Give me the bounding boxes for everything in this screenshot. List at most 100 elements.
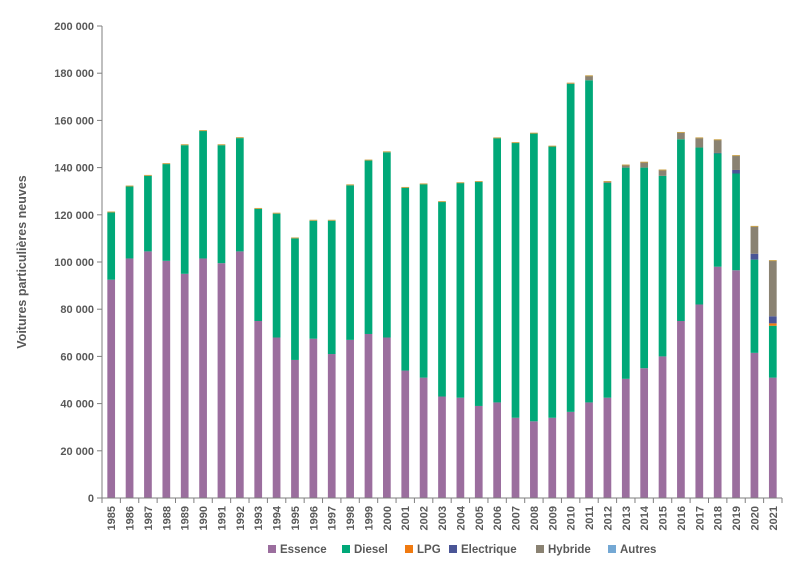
- bar-segment-top: [235, 137, 244, 139]
- bar-segment-top: [603, 181, 612, 183]
- legend: Essence Diesel LPG Electrique Hybride Autres: [268, 544, 656, 556]
- bar-segment-essence: [750, 352, 759, 498]
- bar-segment-top: [530, 132, 538, 134]
- x-tick-label: 2004: [455, 505, 467, 530]
- y-tick-label: 160 000: [54, 115, 94, 127]
- bar-segment-top: [658, 169, 667, 171]
- bar-segment-diesel: [162, 164, 171, 261]
- bar-segment-essence: [144, 251, 152, 498]
- x-tick-label: 2011: [584, 506, 596, 530]
- bar-segment-top: [419, 183, 428, 185]
- bar-segment-hybride: [695, 138, 704, 148]
- legend-label-essence: Essence: [280, 544, 327, 556]
- x-tick-label: 1991: [216, 506, 228, 530]
- bar-segment-diesel: [493, 138, 501, 403]
- bar-segment-essence: [511, 417, 520, 498]
- y-tick-label: 180 000: [54, 68, 94, 80]
- bar-segment-essence: [125, 258, 134, 498]
- bar-segment-diesel: [401, 187, 410, 371]
- legend-label-diesel: Diesel: [354, 544, 388, 556]
- bar-segment-top: [713, 139, 722, 141]
- bar-segment-hybride: [713, 139, 722, 153]
- bar-segment-hybride: [677, 132, 685, 140]
- bar-segment-diesel: [327, 220, 336, 355]
- bar-segment-essence: [272, 337, 281, 498]
- bar-segment-diesel: [438, 201, 446, 397]
- x-tick-label: 1995: [290, 506, 302, 530]
- bar-segment-essence: [291, 359, 299, 498]
- bar-segment-essence: [401, 370, 410, 498]
- bar-segment-essence: [107, 279, 116, 498]
- legend-label-hybride: Hybride: [548, 544, 591, 556]
- x-tick-label: 1996: [308, 506, 320, 530]
- x-tick-label: 2002: [419, 506, 431, 530]
- y-tick-label: 40 000: [60, 399, 94, 411]
- x-tick-label: 1993: [253, 506, 265, 530]
- bar-segment-diesel: [456, 182, 465, 398]
- bar-segment-diesel: [180, 145, 189, 274]
- bar-segment-diesel: [511, 142, 520, 418]
- bar-segment-diesel: [364, 160, 373, 334]
- bar-segment-top: [180, 144, 189, 146]
- x-tick-label: 1997: [327, 506, 339, 530]
- bar-segment-top: [548, 145, 557, 147]
- bar-segment-essence: [768, 377, 777, 498]
- x-tick-label: 1999: [363, 506, 375, 530]
- x-tick-label: 2000: [382, 506, 394, 530]
- bar-segment-diesel: [603, 182, 612, 398]
- bar-segment-hybride: [750, 226, 759, 254]
- legend-swatch-essence: [268, 545, 276, 553]
- x-tick-label: 1987: [143, 506, 155, 530]
- bar-segment-hybride: [658, 170, 667, 176]
- x-tick-label: 1986: [125, 506, 137, 530]
- bar-segment-diesel: [713, 153, 722, 267]
- bar-segment-diesel: [585, 80, 593, 403]
- bar-segment-top: [566, 82, 575, 84]
- bar-segment-top: [364, 159, 373, 161]
- x-tick-label: 2019: [731, 506, 743, 530]
- bar-segment-diesel: [309, 220, 318, 339]
- bar-segment-top: [438, 201, 446, 203]
- x-tick-label: 1998: [345, 506, 357, 530]
- bar-segment-essence: [493, 402, 501, 498]
- x-tick-label: 2006: [492, 506, 504, 530]
- x-tick-label: 2015: [658, 506, 670, 530]
- bar-segment-top: [107, 211, 116, 213]
- bar-segment-top: [217, 144, 226, 146]
- x-tick-label: 2021: [768, 506, 780, 530]
- x-tick-label: 2014: [639, 505, 651, 530]
- bar-segment-hybride: [603, 181, 612, 183]
- bar-segment-top: [474, 181, 483, 183]
- bar-segment-essence: [732, 270, 740, 498]
- bar-segment-electrique: [750, 253, 759, 260]
- bar-segment-diesel: [640, 167, 649, 369]
- bar-segment-diesel: [768, 325, 777, 378]
- bar-segment-essence: [621, 378, 630, 498]
- bar-segment-diesel: [125, 186, 134, 259]
- bar-segment-essence: [364, 333, 373, 498]
- y-tick-label: 20 000: [60, 446, 94, 458]
- bar-segment-electrique: [768, 316, 777, 324]
- y-tick-label: 60 000: [60, 351, 94, 363]
- bar-segment-essence: [695, 304, 704, 498]
- bar-segment-essence: [566, 411, 575, 498]
- x-tick-label: 2012: [602, 506, 614, 530]
- x-tick-label: 2008: [529, 506, 541, 530]
- legend-swatch-hybride: [536, 545, 544, 553]
- bar-segment-diesel: [217, 145, 226, 264]
- bar-segment-diesel: [677, 139, 685, 321]
- x-tick-label: 2020: [749, 506, 761, 530]
- bar-segment-top: [346, 184, 354, 186]
- legend-label-autres: Autres: [620, 544, 656, 556]
- y-tick-label: 200 000: [54, 21, 94, 33]
- bar-segment-essence: [199, 258, 207, 498]
- bar-segment-essence: [309, 338, 318, 498]
- bar-segment-essence: [548, 417, 557, 498]
- x-tick-label: 2005: [474, 506, 486, 530]
- bar-segment-top: [199, 130, 207, 132]
- bar-segment-top: [291, 237, 299, 239]
- bar-segment-diesel: [199, 131, 207, 259]
- legend-swatch-electrique: [449, 545, 457, 553]
- bar-segment-top: [511, 142, 520, 144]
